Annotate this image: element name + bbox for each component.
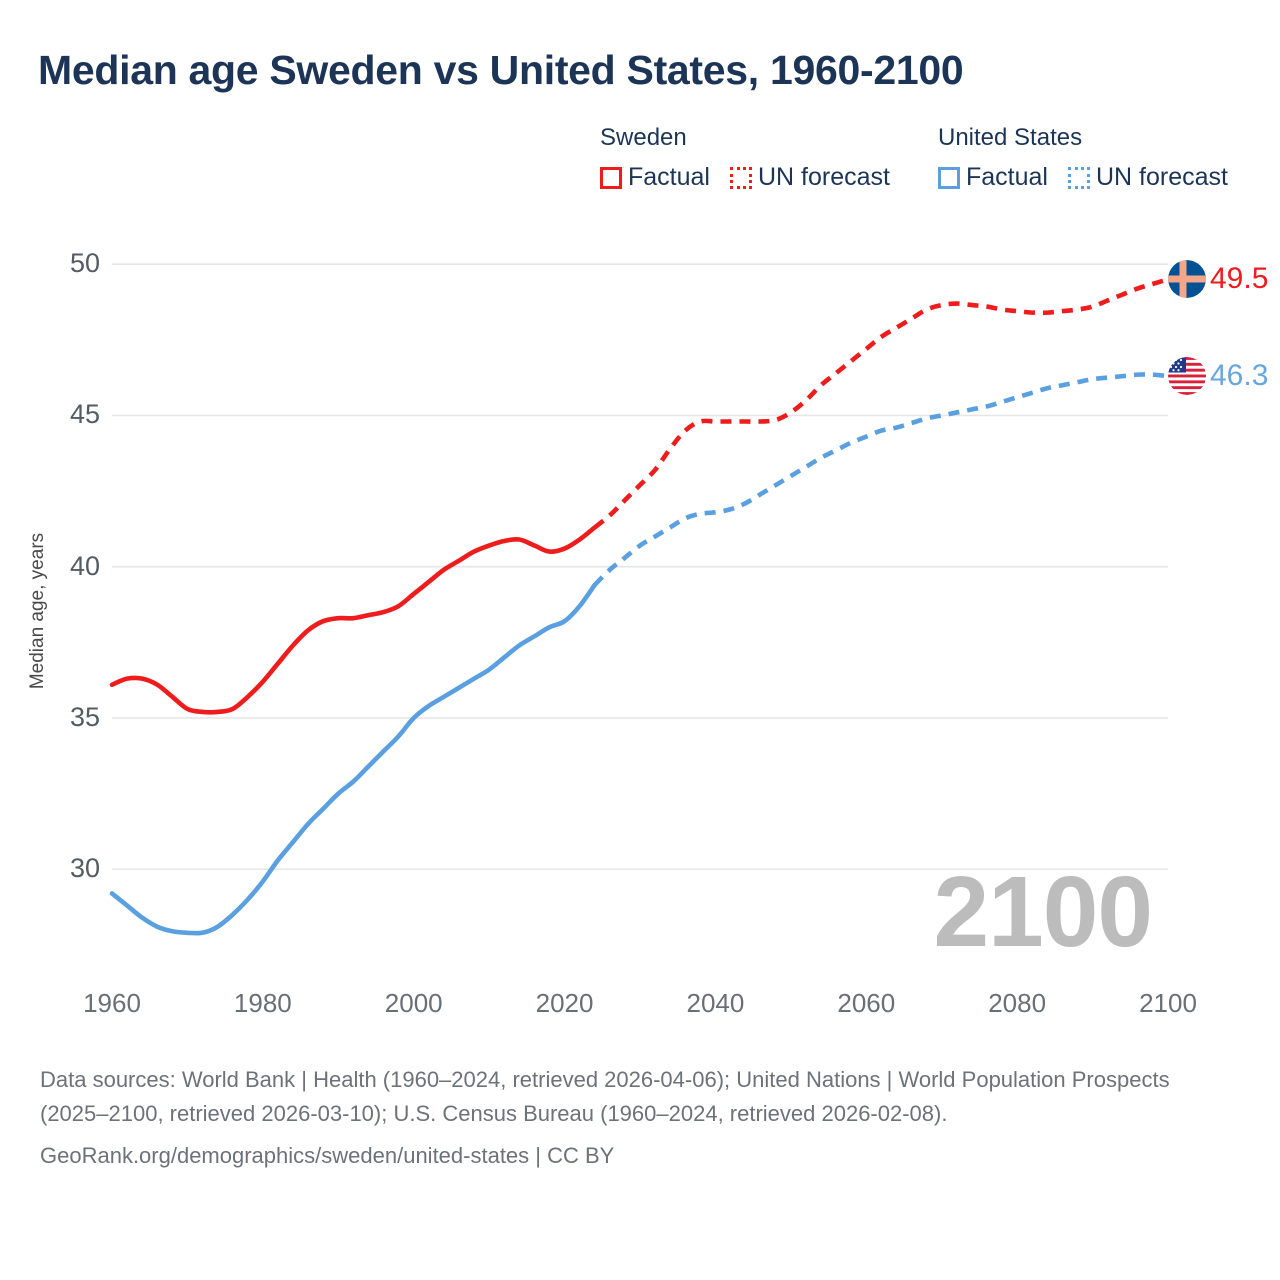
legend-group-sweden: Sweden Factual UN forecast [600, 124, 890, 190]
y-tick-label: 35 [69, 701, 100, 732]
legend-item-usa-factual[interactable]: Factual [938, 165, 1048, 190]
legend-heading-sweden: Sweden [600, 124, 687, 151]
y-axis-ticks: 30 35 40 45 50 [0, 0, 100, 1280]
footer: Data sources: World Bank | Health (1960–… [40, 1063, 1220, 1173]
year-watermark: 2100 [933, 856, 1153, 968]
usa-flag-icon [1168, 357, 1206, 396]
x-tick-label: 1980 [233, 988, 292, 1018]
legend-swatch-solid-blue-icon [938, 166, 960, 189]
legend-label-sweden-forecast: UN forecast [757, 163, 890, 191]
x-tick-label: 2080 [988, 988, 1047, 1018]
legend-item-sweden-forecast[interactable]: UN forecast [729, 163, 890, 191]
legend-label-usa-factual: Factual [966, 163, 1048, 191]
end-value-united-states: 46.3 [1210, 359, 1269, 393]
y-tick-label: 40 [69, 550, 100, 581]
sweden-flag-icon [1168, 260, 1206, 299]
legend-item-usa-forecast[interactable]: UN forecast [1067, 163, 1228, 191]
x-tick-label: 2000 [384, 988, 443, 1018]
x-tick-label: 1960 [83, 988, 141, 1018]
y-tick-label: 30 [69, 853, 100, 884]
legend-item-sweden-factual[interactable]: Factual [600, 165, 710, 190]
end-label-sweden: 49.5 [1168, 260, 1269, 299]
legend-swatch-dotted-blue-icon [1067, 166, 1090, 189]
legend-group-united-states: United States Factual UN forecast [938, 124, 1228, 190]
gridlines [112, 263, 1168, 871]
legend-swatch-solid-red-icon [600, 166, 622, 189]
series-line-factual-sweden [109, 525, 598, 715]
x-tick-label: 2060 [837, 988, 896, 1018]
legend-heading-united-states: United States [938, 124, 1083, 151]
legend-label-usa-forecast: UN forecast [1095, 163, 1228, 191]
legend-swatch-dotted-red-icon [729, 166, 752, 189]
legend-label-sweden-factual: Factual [628, 163, 710, 191]
end-value-sweden: 49.5 [1210, 262, 1269, 296]
series-line-forecast-sweden [593, 277, 1169, 530]
series-line-forecast-united-states [593, 372, 1169, 587]
y-tick-label: 50 [69, 248, 100, 279]
x-tick-label: 2020 [535, 988, 594, 1018]
y-tick-label: 45 [69, 399, 100, 430]
x-tick-label: 2040 [686, 988, 745, 1018]
series-lines [109, 277, 1169, 936]
chart-legend: Sweden Factual UN forecast United States… [600, 124, 1260, 202]
series-line-factual-united-states [109, 582, 598, 936]
page-title: Median age Sweden vs United States, 1960… [38, 47, 964, 93]
x-tick-label: 2100 [1139, 988, 1197, 1018]
footer-sources: Data sources: World Bank | Health (1960–… [40, 1067, 1170, 1126]
footer-link[interactable]: GeoRank.org/demographics/sweden/united-s… [40, 1143, 615, 1168]
end-label-united-states: 46.3 [1168, 357, 1269, 396]
